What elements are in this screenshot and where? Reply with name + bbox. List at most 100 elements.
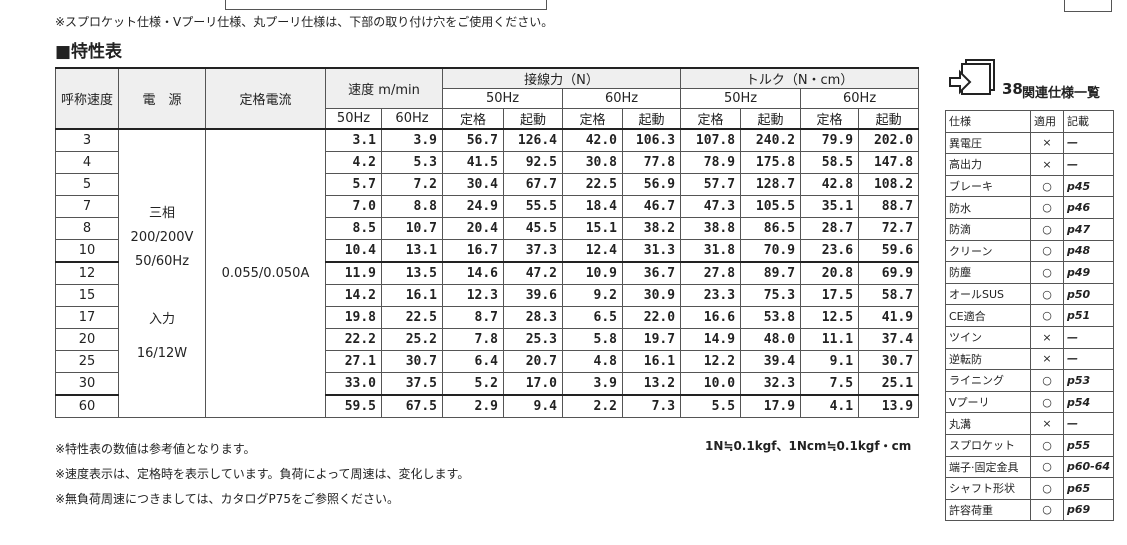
value-cell: 30.8 — [562, 151, 624, 174]
header-cell: 60Hz — [562, 88, 682, 109]
spec-table: 呼称速度電 源定格電流 速度 m/min 接線力（N） トルク（N・cm） 50Hz 60… — [55, 67, 920, 418]
side-header: 記載 — [1063, 110, 1114, 133]
power-text: 200/200V — [130, 230, 194, 245]
value-cell: 56.7 — [442, 128, 505, 152]
value-cell: 18.4 — [562, 195, 624, 218]
side-cell: p50 — [1063, 282, 1114, 306]
section-title: ■特性表 — [55, 42, 123, 62]
data-row: 4 4.2 5.3 41.5 92.5 30.8 77.8 78.9 175.8 58.5 147.… — [55, 151, 920, 174]
side-cell: p60-64 — [1063, 455, 1114, 479]
value-cell: 13.1 — [380, 239, 444, 263]
value-cell: 56.9 — [622, 173, 682, 196]
value-cell: 14.2 — [325, 284, 382, 307]
value-cell: 2.2 — [562, 394, 624, 418]
value-cell: 12.4 — [562, 239, 624, 263]
frame — [1064, 0, 1112, 12]
value-cell: 17.9 — [740, 394, 802, 418]
unit-note: 1N≒0.1kgf、1Ncm≒0.1kgf・cm — [705, 439, 912, 453]
speed-name: 17 — [55, 306, 119, 329]
side-cell: ○ — [1030, 196, 1064, 219]
power-text: 三相 — [148, 206, 175, 221]
value-cell: 77.8 — [622, 151, 682, 174]
value-cell: 108.2 — [858, 173, 920, 196]
value-cell: 3.9 — [562, 372, 624, 396]
side-row: オールSUS ○ p50 — [945, 282, 1114, 306]
data-row: 25 27.1 30.7 6.4 20.7 4.8 16.1 12.2 39.4 9.1 30.7 — [55, 350, 920, 373]
side-cell: スプロケット — [945, 433, 1031, 457]
side-title: 関連仕様一覧 — [1022, 86, 1101, 101]
value-cell: 22.2 — [325, 328, 382, 351]
header-cell: トルク（N・cm） — [680, 67, 920, 89]
speed-name: 60 — [55, 394, 119, 418]
side-row: スプロケット ○ p55 — [945, 433, 1114, 457]
value-cell: 8.7 — [442, 306, 505, 329]
value-cell: 7.8 — [442, 328, 505, 351]
speed-name: 10 — [55, 239, 119, 263]
value-cell: 88.7 — [858, 195, 920, 218]
value-cell: 5.3 — [380, 151, 444, 174]
side-cell: Vプーリ — [945, 390, 1031, 414]
value-cell: 28.3 — [503, 306, 564, 329]
value-cell: 42.0 — [562, 128, 624, 152]
value-cell: 13.9 — [858, 394, 920, 418]
header-cell: 60Hz — [800, 88, 920, 109]
side-cell: ○ — [1030, 455, 1064, 479]
header-cell: 定格 — [680, 108, 742, 130]
value-cell: 16.7 — [442, 239, 505, 263]
value-cell: 20.8 — [800, 261, 860, 285]
side-cell: ○ — [1030, 390, 1064, 414]
value-cell: 20.4 — [442, 217, 505, 240]
value-cell: 45.5 — [503, 217, 564, 240]
side-row: シャフト形状 ○ p65 — [945, 477, 1114, 500]
value-cell: 25.2 — [380, 328, 444, 351]
data-row: 10 10.4 13.1 16.7 37.3 12.4 31.3 31.8 70.9 23.6 59… — [55, 239, 920, 263]
note: ※無負荷周速につきましては、カタログP75をご参照ください。 — [55, 492, 399, 506]
side-row: クリーン ○ p48 — [945, 239, 1114, 263]
side-row: 高出力 × — — [945, 153, 1114, 176]
side-cell: 端子·固定金具 — [945, 455, 1031, 479]
header-cell: 60Hz — [380, 108, 444, 130]
value-cell: 35.1 — [800, 195, 860, 218]
speed-name: 15 — [55, 284, 119, 307]
speed-name: 4 — [55, 151, 119, 174]
power-text: 50/60Hz — [134, 254, 190, 269]
value-cell: 19.8 — [325, 306, 382, 329]
value-cell: 70.9 — [740, 239, 802, 263]
data-row: 30 33.0 37.5 5.2 17.0 3.9 13.2 10.0 32.3 7.5 25.1 — [55, 372, 920, 396]
value-cell: 9.1 — [800, 350, 860, 373]
header-cell: 50Hz — [325, 108, 382, 130]
value-cell: 5.2 — [442, 372, 505, 396]
side-cell: 高出力 — [945, 153, 1031, 176]
side-cell: CE適合 — [945, 304, 1031, 327]
value-cell: 42.8 — [800, 173, 860, 196]
speed-name: 3 — [55, 128, 119, 152]
side-row: ツイン × — — [945, 325, 1114, 349]
side-cell: ○ — [1030, 433, 1064, 457]
side-cell: 防塵 — [945, 261, 1031, 284]
value-cell: 14.6 — [442, 261, 505, 285]
data-row: 60 59.5 67.5 2.9 9.4 2.2 7.3 5.5 17.9 4.1 13.9 — [55, 394, 920, 418]
side-cell: p47 — [1063, 217, 1114, 241]
current-cell: 0.055/0.050A — [205, 128, 326, 418]
side-row: Vプーリ ○ p54 — [945, 390, 1114, 414]
value-cell: 37.3 — [503, 239, 564, 263]
side-row: 異電圧 × — — [945, 131, 1114, 155]
value-cell: 5.7 — [325, 173, 382, 196]
value-cell: 24.9 — [442, 195, 505, 218]
side-row: 防塵 ○ p49 — [945, 261, 1114, 284]
speed-name: 30 — [55, 372, 119, 396]
speed-name: 5 — [55, 173, 119, 196]
side-cell: ○ — [1030, 282, 1064, 306]
value-cell: 16.1 — [380, 284, 444, 307]
side-row: 防水 ○ p46 — [945, 196, 1114, 219]
value-cell: 31.8 — [680, 239, 742, 263]
value-cell: 10.0 — [680, 372, 742, 396]
value-cell: 36.7 — [622, 261, 682, 285]
value-cell: 67.7 — [503, 173, 564, 196]
side-row: 丸溝 × — — [945, 412, 1114, 435]
value-cell: 38.8 — [680, 217, 742, 240]
value-cell: 47.2 — [503, 261, 564, 285]
value-cell: 9.2 — [562, 284, 624, 307]
value-cell: 30.7 — [380, 350, 444, 373]
side-cell: — — [1063, 153, 1114, 176]
